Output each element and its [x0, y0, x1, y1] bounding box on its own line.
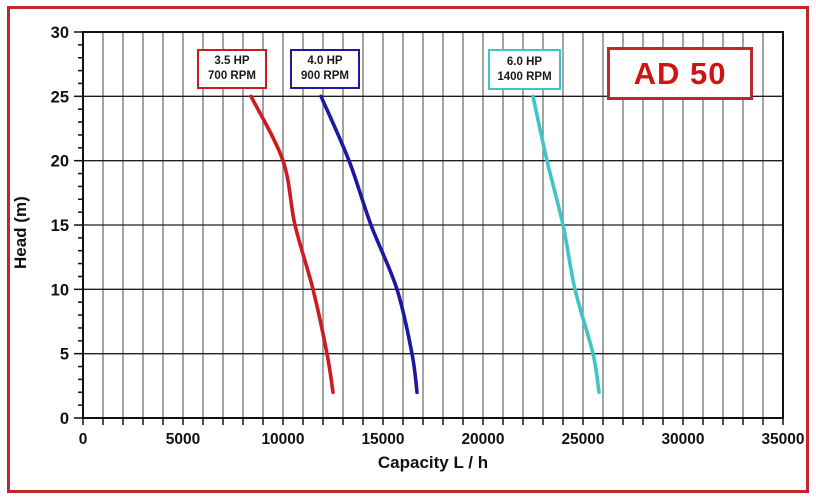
x-tick-label: 0	[79, 431, 88, 448]
series-label-rpm: 900 RPM	[301, 70, 349, 82]
series-label-rpm: 1400 RPM	[497, 70, 552, 83]
y-tick-label: 10	[51, 281, 69, 299]
y-tick-label: 5	[60, 346, 69, 364]
x-tick-label: 25000	[561, 431, 604, 448]
y-tick-labels: 0 5 10 15 20 25 30	[51, 24, 69, 428]
y-tick-label: 0	[60, 410, 69, 428]
x-tick-label: 10000	[261, 431, 304, 448]
series-label-4-0hp-900rpm: 4.0 HP 900 RPM	[290, 49, 360, 89]
series-label-3-5hp-700rpm: 3.5 HP 700 RPM	[197, 49, 267, 89]
y-axis-ticks	[74, 31, 83, 419]
x-tick-label: 20000	[461, 431, 504, 448]
series-label-hp: 4.0 HP	[307, 55, 343, 67]
y-tick-label: 25	[51, 88, 69, 106]
x-tick-label: 5000	[166, 431, 200, 448]
curve-6-0-hp-1400-rpm	[531, 94, 601, 395]
y-tick-label: 15	[51, 217, 69, 235]
y-axis-title: Head (m)	[11, 196, 30, 270]
series-label-hp: 6.0 HP	[506, 55, 543, 68]
x-axis-ticks	[82, 418, 784, 425]
series-label-hp: 3.5 HP	[214, 55, 250, 67]
curve-4-0-hp-900-rpm	[319, 94, 419, 395]
model-badge-text: AD 50	[633, 55, 727, 91]
x-tick-label: 35000	[761, 431, 804, 448]
x-tick-label: 30000	[661, 431, 704, 448]
series-label-rpm: 700 RPM	[208, 70, 256, 82]
grid-horizontal	[83, 95, 783, 355]
series-label-6-0hp-1400rpm: 6.0 HP 1400 RPM	[488, 49, 561, 90]
x-axis-title: Capacity L / h	[377, 453, 489, 472]
curve-3-5-hp-700-rpm	[249, 94, 335, 395]
y-tick-label: 20	[51, 153, 69, 171]
x-tick-labels: 0 5000 10000 15000 20000 25000 30000 35000	[79, 431, 805, 448]
x-tick-label: 15000	[361, 431, 404, 448]
y-tick-label: 30	[51, 24, 69, 42]
model-badge: AD 50	[607, 47, 753, 100]
